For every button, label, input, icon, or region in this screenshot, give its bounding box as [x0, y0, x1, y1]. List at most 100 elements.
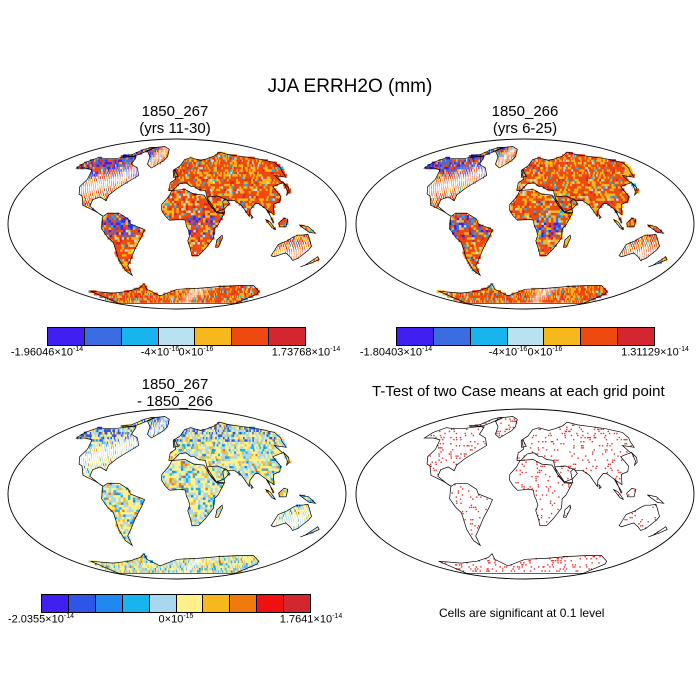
grid-cell: [211, 290, 213, 293]
grid-cell: [548, 227, 552, 230]
grid-cell: [468, 229, 472, 233]
grid-cell: [105, 171, 107, 175]
grid-cell: [643, 256, 645, 260]
grid-cell: [198, 234, 201, 238]
grid-cell: [635, 239, 637, 243]
grid-cell: [515, 292, 518, 296]
grid-cell: [536, 236, 539, 240]
grid-cell: [204, 173, 208, 177]
grid-cell: [243, 205, 248, 209]
grid-cell: [300, 224, 303, 228]
grid-cell: [113, 224, 117, 228]
grid-cell: [454, 217, 457, 221]
grid-cell: [529, 290, 532, 293]
grid-cell: [191, 253, 194, 257]
grid-cell: [523, 295, 526, 298]
grid-cell: [173, 299, 176, 303]
grid-cell: [125, 251, 129, 255]
grid-cell: [192, 202, 196, 206]
grid-cell: [542, 185, 546, 189]
grid-cell: [619, 193, 624, 196]
grid-cell: [561, 205, 565, 209]
grid-cell: [615, 193, 620, 196]
grid-cell: [286, 249, 288, 252]
grid-cell: [547, 299, 550, 303]
grid-cell: [651, 239, 654, 243]
grid-cell: [438, 193, 439, 196]
grid-cell: [567, 185, 571, 189]
grid-cell: [240, 195, 244, 199]
grid-cell: [120, 217, 124, 221]
grid-cell: [664, 256, 666, 260]
grid-cell: [535, 195, 539, 199]
grid-cell: [562, 215, 566, 218]
grid-cell: [249, 200, 253, 204]
grid-cell: [519, 217, 523, 221]
grid-cell: [600, 198, 605, 201]
grid-cell: [220, 190, 225, 194]
grid-cell: [178, 200, 182, 204]
grid-cell: [481, 232, 485, 235]
grid-cell: [189, 168, 193, 172]
grid-cell: [207, 222, 211, 226]
grid-cell: [231, 185, 235, 189]
coastline: [146, 146, 170, 169]
grid-cell: [241, 185, 246, 189]
grid-cell: [596, 205, 601, 209]
grid-cell: [281, 173, 287, 177]
grid-cell: [197, 181, 201, 184]
grid-cell: [464, 215, 467, 218]
grid-cell: [211, 195, 215, 199]
grid-cell: [469, 215, 472, 218]
grid-cell: [174, 200, 177, 204]
grid-cell: [532, 290, 534, 293]
grid-cell: [87, 183, 89, 187]
grid-cell: [452, 190, 454, 194]
grid-cell: [114, 188, 116, 192]
grid-cell: [534, 295, 536, 298]
grid-cell: [512, 207, 516, 211]
grid-cell: [579, 195, 583, 199]
grid-cell: [115, 166, 117, 170]
grid-cell: [583, 185, 588, 189]
grid-cell: [565, 188, 570, 192]
grid-cell: [168, 295, 171, 298]
grid-cell: [195, 287, 197, 291]
grid-cell: [631, 219, 634, 223]
grid-cell: [452, 198, 455, 201]
grid-cell: [607, 202, 611, 206]
grid-cell: [548, 224, 552, 228]
grid-cell: [85, 200, 88, 204]
grid-cell: [600, 193, 605, 196]
grid-cell: [473, 217, 477, 221]
grid-cell: [558, 292, 560, 296]
grid-cell: [610, 205, 615, 209]
grid-cell: [119, 168, 121, 172]
grid-cell: [471, 261, 476, 264]
grid-cell: [204, 178, 208, 182]
grid-cell: [302, 241, 304, 245]
grid-cell: [563, 202, 567, 206]
grid-cell: [537, 195, 541, 199]
grid-cell: [200, 295, 202, 298]
grid-cell: [536, 212, 540, 216]
grid-cell: [529, 210, 532, 213]
grid-cell: [643, 241, 645, 245]
grid-cell: [133, 176, 135, 179]
grid-cell: [113, 219, 117, 223]
grid-cell: [653, 234, 656, 238]
grid-cell: [608, 200, 613, 204]
grid-cell: [189, 299, 191, 303]
grid-cell: [481, 236, 485, 240]
grid-cell: [213, 188, 218, 192]
grid-cell: [546, 232, 549, 235]
grid-cell: [561, 202, 565, 206]
grid-cell: [551, 217, 554, 221]
grid-cell: [202, 166, 206, 170]
grid-cell: [159, 156, 160, 160]
grid-cell: [132, 241, 136, 245]
grid-cell: [150, 156, 151, 160]
grid-cell: [210, 219, 214, 223]
grid-cell: [207, 236, 210, 240]
grid-cell: [270, 207, 275, 211]
